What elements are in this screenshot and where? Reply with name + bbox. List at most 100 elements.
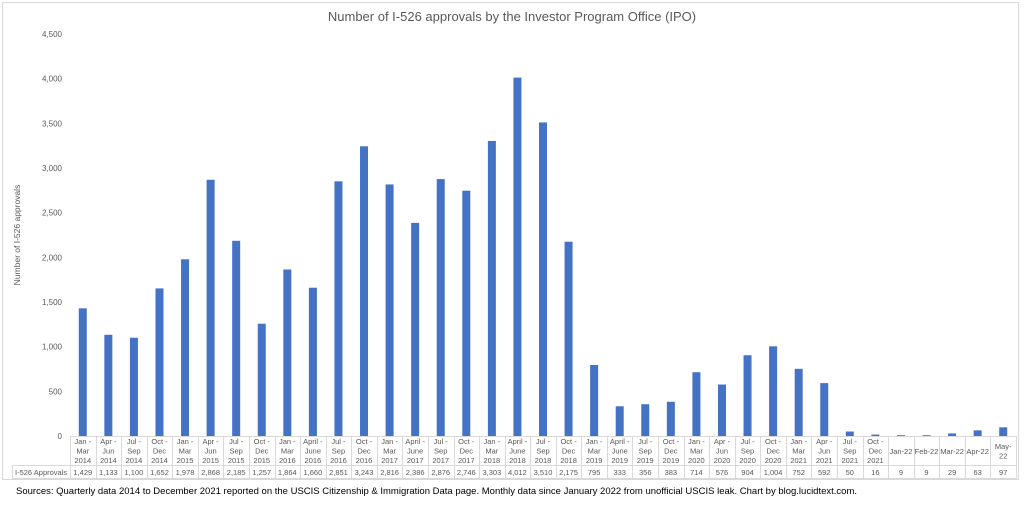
data-label: 1,429: [73, 468, 92, 477]
bar: [564, 241, 573, 436]
bar: [181, 259, 190, 436]
data-label: 4,012: [508, 468, 527, 477]
y-tick-label: 2,000: [42, 253, 63, 262]
data-label: 1,864: [278, 468, 297, 477]
data-label: 714: [690, 468, 703, 477]
x-tick-label: Oct -Dec 2016: [356, 437, 373, 465]
x-tick-label: Oct -Dec 2019: [662, 437, 679, 465]
data-label: 592: [818, 468, 831, 477]
x-tick-label: Jul -Sep 2016: [330, 437, 347, 465]
x-tick-label: Jan -Mar 2021: [790, 437, 807, 465]
bar: [129, 337, 138, 436]
x-tick-label: Jan -Mar 2016: [279, 437, 296, 465]
source-note: Sources: Quarterly data 2014 to December…: [16, 486, 858, 497]
x-tick-label: Jan -Mar 2019: [586, 437, 603, 465]
x-tick-label: Jan-22: [889, 447, 912, 456]
bar: [232, 240, 241, 436]
x-tick-label: April -June 2016: [303, 437, 323, 465]
y-tick-label: 3,000: [42, 164, 63, 173]
y-tick-label: 1,000: [42, 343, 63, 352]
bar: [717, 384, 726, 436]
bar: [104, 334, 113, 436]
x-tick-label: April -June 2019: [610, 437, 630, 465]
data-label: 2,851: [329, 468, 348, 477]
bar: [871, 434, 880, 436]
data-label: 2,386: [406, 468, 425, 477]
data-label: 63: [973, 468, 981, 477]
y-tick-label: 3,500: [42, 119, 63, 128]
x-tick-label: April -June 2017: [405, 437, 425, 465]
x-tick-label: Oct -Dec 2018: [560, 437, 577, 465]
bar: [769, 346, 778, 436]
bar: [641, 404, 650, 436]
x-tick-label: Apr -Jun 2014: [100, 437, 117, 465]
bar: [999, 427, 1008, 436]
y-axis-label: Number of I-526 approvals: [12, 185, 22, 286]
bar: [155, 288, 164, 436]
y-tick-label: 4,000: [42, 75, 63, 84]
x-tick-label: Jul -Sep 2017: [432, 437, 449, 465]
bar: [666, 401, 675, 436]
bar: [411, 222, 420, 436]
y-tick-label: 2,500: [42, 209, 63, 218]
data-label: 1,652: [150, 468, 169, 477]
x-tick-label: Jul -Sep 2020: [739, 437, 756, 465]
bar: [692, 372, 701, 436]
bar: [78, 308, 87, 436]
data-label: 3,510: [534, 468, 553, 477]
bar: [308, 287, 317, 436]
bar: [334, 181, 343, 436]
bar: [845, 431, 854, 436]
bar: [948, 433, 957, 436]
y-tick-label: 0: [58, 432, 63, 441]
bar: [820, 383, 829, 436]
bar: [615, 406, 624, 436]
data-label: 1,133: [99, 468, 118, 477]
data-label: 9: [924, 468, 928, 477]
data-label: 795: [588, 468, 601, 477]
x-tick-label: Oct -Dec 2020: [765, 437, 782, 465]
x-tick-label: Jul -Sep 2014: [126, 437, 143, 465]
data-label: 1,100: [125, 468, 144, 477]
data-label: 2,746: [457, 468, 476, 477]
data-label: 9: [899, 468, 903, 477]
bar: [462, 190, 471, 436]
bar: [283, 269, 292, 436]
x-tick-label: Jan -Mar 2015: [177, 437, 194, 465]
x-tick-label: Oct -Dec 2015: [253, 437, 270, 465]
data-label: 2,175: [559, 468, 578, 477]
data-label: 97: [999, 468, 1007, 477]
x-tick-label: Oct -Dec 2021: [867, 437, 884, 465]
y-tick-label: 1,500: [42, 298, 63, 307]
table-series-header: I-526 Approvals: [15, 468, 67, 477]
data-label: 50: [846, 468, 854, 477]
y-tick-label: 4,500: [42, 30, 63, 39]
x-tick-label: Jan -Mar 2020: [688, 437, 705, 465]
data-label: 2,816: [380, 468, 399, 477]
bar: [513, 77, 522, 436]
bar: [896, 435, 905, 436]
x-tick-label: Apr -Jun 2020: [714, 437, 731, 465]
chart-frame: [2, 2, 1019, 480]
x-tick-label: Apr -Jun 2021: [816, 437, 833, 465]
data-label: 1,660: [304, 468, 323, 477]
bar: [385, 184, 394, 436]
data-label: 2,868: [201, 468, 220, 477]
data-label: 383: [665, 468, 678, 477]
y-tick-label: 500: [49, 387, 63, 396]
data-label: 904: [741, 468, 754, 477]
bar: [794, 368, 803, 436]
bar: [922, 435, 931, 436]
x-tick-label: Jul -Sep 2018: [535, 437, 552, 465]
chart-title: Number of I-526 approvals by the Investo…: [328, 9, 696, 24]
bar: [206, 179, 215, 437]
bar: [590, 364, 599, 436]
data-label: 333: [613, 468, 626, 477]
x-tick-label: Feb-22: [915, 447, 939, 456]
x-tick-label: Jul -Sep 2019: [637, 437, 654, 465]
bar: [539, 122, 547, 436]
x-tick-label: Oct -Dec 2017: [458, 437, 475, 465]
data-label: 29: [948, 468, 956, 477]
bar: [360, 146, 369, 437]
data-label: 356: [639, 468, 652, 477]
